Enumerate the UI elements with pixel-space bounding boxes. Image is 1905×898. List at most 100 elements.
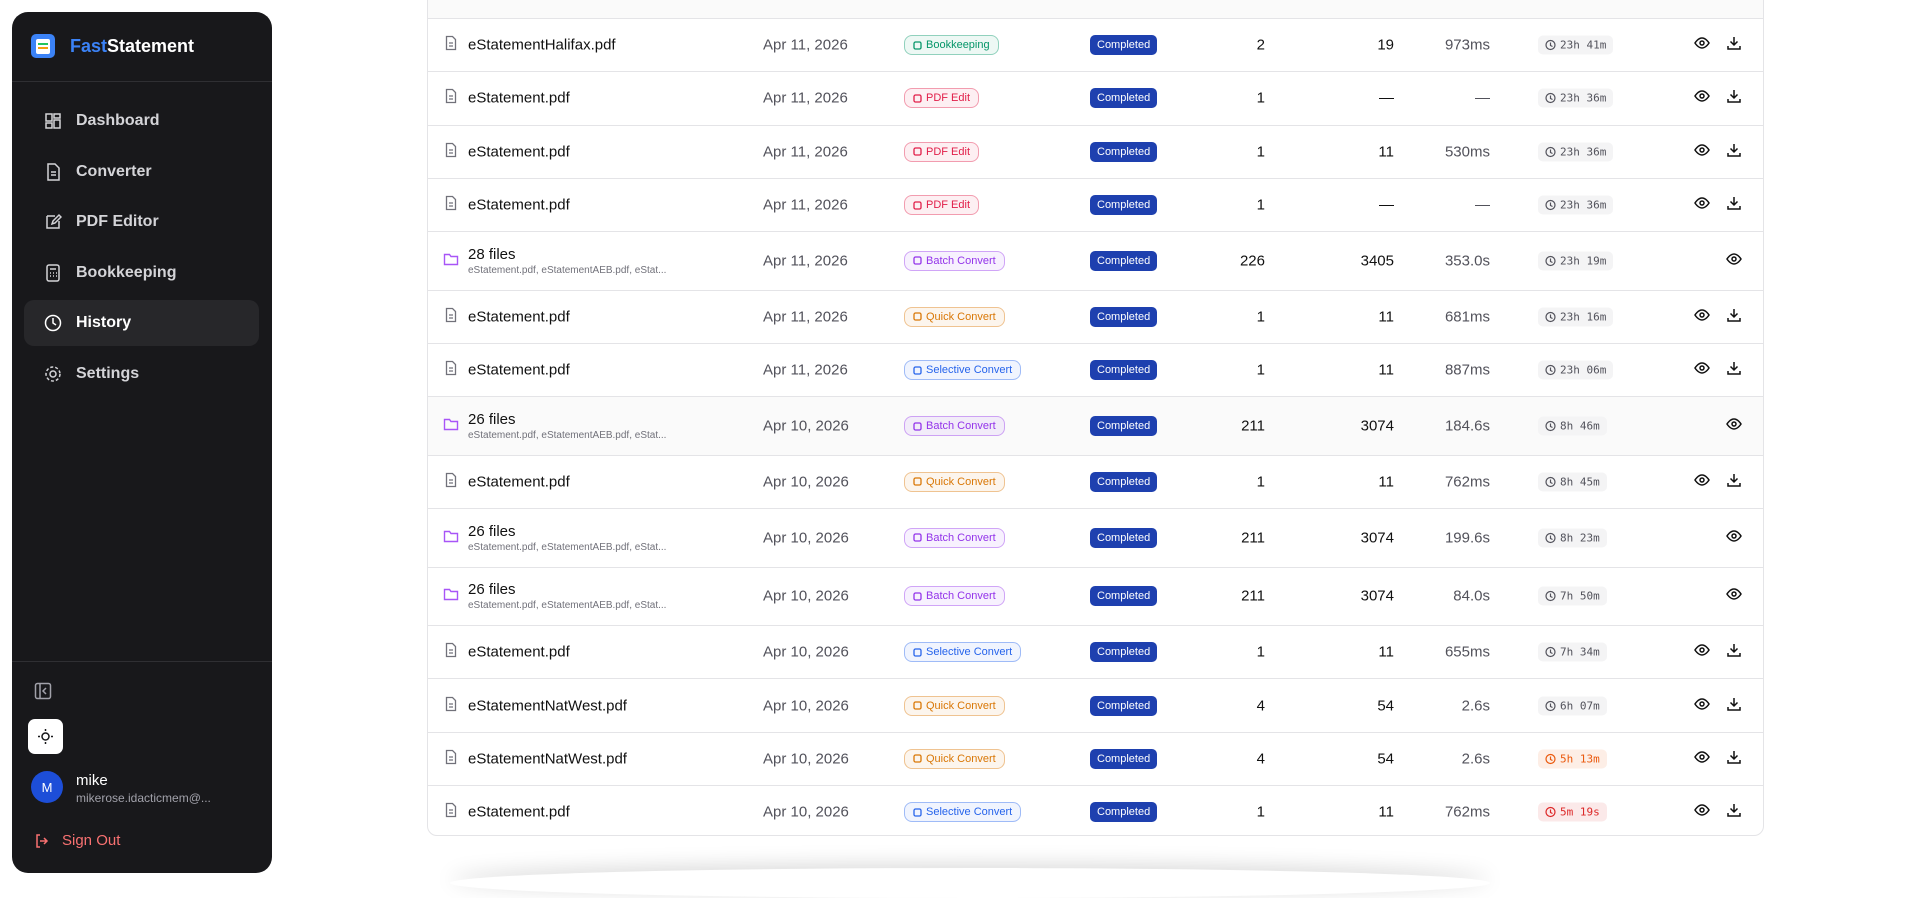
folder-icon [443, 528, 459, 548]
nav-item[interactable]: Bookkeeping [24, 250, 259, 296]
date: Apr 10, 2026 [763, 697, 849, 715]
download-button[interactable] [1726, 360, 1742, 380]
file-cell: eStatementHalifax.pdf [468, 37, 616, 54]
nav-label: Bookkeeping [76, 263, 177, 281]
view-button[interactable] [1694, 802, 1710, 822]
pages: 4 [1256, 697, 1265, 715]
nav-item[interactable]: History [24, 300, 259, 346]
expires-badge: 8h 46m [1538, 416, 1607, 436]
type-label: PDF Edit [926, 199, 971, 212]
expires-label: 23h 36m [1560, 198, 1607, 212]
table-row: eStatementHalifax.pdf Apr 11, 2026 Bookkee… [428, 19, 1763, 73]
pages: 1 [1256, 361, 1265, 379]
download-button[interactable] [1726, 749, 1742, 769]
view-button[interactable] [1694, 307, 1710, 327]
nav-label: History [76, 314, 132, 331]
expires-badge: 23h 06m [1538, 360, 1614, 380]
view-button[interactable] [1694, 195, 1710, 215]
date: Apr 10, 2026 [763, 473, 849, 491]
collapse-button[interactable] [34, 682, 52, 700]
nav-item[interactable]: Dashboard [24, 98, 259, 144]
view-button[interactable] [1694, 360, 1710, 380]
type-badge: Selective Convert [904, 802, 1022, 823]
download-button[interactable] [1726, 35, 1742, 55]
type-badge: Quick Convert [904, 695, 1005, 716]
view-button[interactable] [1726, 251, 1742, 271]
expires-label: 5m 19s [1560, 805, 1600, 819]
nav-item[interactable]: Settings [24, 351, 259, 397]
type-label: Quick Convert [926, 752, 996, 765]
expires-badge: 23h 36m [1538, 142, 1614, 162]
view-button[interactable] [1694, 142, 1710, 162]
file-icon [443, 360, 459, 380]
file-name: 26 files [468, 411, 516, 429]
time: 530ms [1444, 143, 1490, 161]
status-badge: Completed [1090, 250, 1158, 271]
file-icon [443, 696, 459, 716]
expires-badge: 23h 36m [1538, 195, 1614, 215]
expires-label: 6h 07m [1560, 699, 1600, 713]
view-button[interactable] [1726, 528, 1742, 548]
theme-toggle[interactable] [28, 719, 63, 754]
type-badge: Batch Convert [904, 586, 1005, 607]
type-badge: Bookkeeping [904, 35, 999, 56]
expires-label: 7h 34m [1560, 645, 1600, 659]
expires-badge: 5m 19s [1538, 802, 1607, 822]
download-button[interactable] [1726, 307, 1742, 327]
type-label: Quick Convert [926, 699, 996, 712]
file-cell: 28 files eStatement.pdf, eStatementAEB.pd… [468, 246, 666, 276]
view-button[interactable] [1694, 35, 1710, 55]
file-list: eStatement.pdf, eStatementAEB.pdf, eStat… [468, 541, 667, 553]
table-row: 26 files eStatement.pdf, eStatementAEB.pd… [428, 568, 1763, 627]
view-button[interactable] [1726, 416, 1742, 436]
nav-item[interactable]: Converter [24, 149, 259, 195]
download-button[interactable] [1726, 802, 1742, 822]
expires-badge: 23h 19m [1538, 251, 1614, 271]
expires-label: 8h 23m [1560, 531, 1600, 545]
file-icon [443, 749, 459, 769]
type-label: Bookkeeping [926, 39, 990, 52]
status-badge: Completed [1090, 195, 1158, 216]
file-cell: eStatement.pdf [468, 197, 570, 214]
type-badge: Selective Convert [904, 642, 1022, 663]
file-cell: eStatement.pdf [468, 90, 570, 107]
download-button[interactable] [1726, 472, 1742, 492]
sign-out[interactable]: Sign Out [34, 832, 120, 849]
nav-icon [46, 263, 60, 282]
view-button[interactable] [1694, 642, 1710, 662]
nav-label: Settings [76, 364, 140, 382]
time: 762ms [1444, 473, 1490, 491]
pages: 1 [1256, 143, 1265, 161]
expires-badge: 8h 45m [1538, 472, 1607, 492]
file-cell: eStatement.pdf [468, 804, 570, 821]
download-button[interactable] [1726, 195, 1742, 215]
download-button[interactable] [1726, 142, 1742, 162]
file-cell: eStatement.pdf [468, 644, 570, 661]
type-label: Quick Convert [926, 475, 996, 488]
view-button[interactable] [1694, 88, 1710, 108]
status-badge: Completed [1090, 88, 1158, 109]
pages: 1 [1256, 89, 1265, 107]
date: Apr 10, 2026 [763, 750, 849, 768]
type-badge: Batch Convert [904, 527, 1005, 548]
table-row: eStatementNatWest.pdf Apr 10, 2026 Quick C… [428, 733, 1763, 786]
view-button[interactable] [1694, 749, 1710, 769]
pages: 211 [1241, 587, 1265, 605]
nav-item[interactable]: PDF Editor [24, 199, 259, 245]
divider [12, 81, 272, 82]
date: Apr 10, 2026 [763, 587, 849, 605]
download-button[interactable] [1726, 88, 1742, 108]
transactions: 3074 [1360, 587, 1394, 605]
download-button[interactable] [1726, 642, 1742, 662]
view-button[interactable] [1726, 586, 1742, 606]
status-badge: Completed [1090, 360, 1158, 381]
transactions: 11 [1378, 308, 1394, 326]
file-name: eStatementNatWest.pdf [468, 750, 627, 768]
download-button[interactable] [1726, 696, 1742, 716]
view-button[interactable] [1694, 472, 1710, 492]
type-label: Selective Convert [926, 806, 1013, 819]
file-name: 26 files [468, 581, 516, 599]
view-button[interactable] [1694, 696, 1710, 716]
file-cell: eStatementNatWest.pdf [468, 750, 627, 767]
